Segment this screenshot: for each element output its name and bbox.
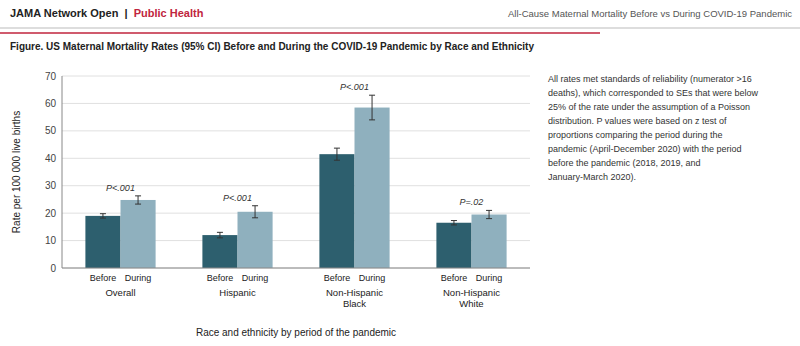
y-tick-label: 20 <box>45 208 57 219</box>
series-label: During <box>242 273 269 283</box>
separator <box>0 28 800 29</box>
bar <box>472 215 507 268</box>
grid-line <box>62 103 530 104</box>
y-tick-label: 50 <box>45 125 57 136</box>
bar <box>202 235 237 268</box>
grid-line <box>62 76 530 77</box>
header-right: All-Cause Maternal Mortality Before vs D… <box>508 8 792 19</box>
error-bar <box>135 196 141 204</box>
header-highlight: Public Health <box>134 7 204 19</box>
p-value: P<.001 <box>223 193 252 203</box>
error-bar <box>217 232 223 237</box>
bar <box>355 108 390 268</box>
y-tick-label: 30 <box>45 180 57 191</box>
bar <box>85 216 120 268</box>
grid <box>62 76 530 268</box>
y-axis <box>62 76 63 268</box>
x-axis <box>62 268 530 269</box>
category-label: Hispanic <box>219 287 256 298</box>
y-axis-label: Rate per 100 000 live births <box>11 111 22 233</box>
p-value: P=.02 <box>460 197 484 207</box>
error-bar <box>252 206 258 218</box>
y-tick-label: 60 <box>45 98 57 109</box>
bars <box>85 95 506 268</box>
series-label: Before <box>441 273 468 283</box>
y-tick-label: 0 <box>50 263 56 274</box>
series-label: Before <box>207 273 234 283</box>
separator <box>0 32 600 34</box>
error-bar <box>334 148 340 160</box>
grid-line <box>62 268 530 269</box>
y-tick-label: 40 <box>45 153 57 164</box>
error-bar <box>486 210 492 218</box>
category-label: Non-HispanicBlack <box>326 287 383 309</box>
y-tick-label: 10 <box>45 235 57 246</box>
header-left: JAMA Network Open | <box>10 7 134 19</box>
grid-line <box>62 158 530 159</box>
bar <box>319 154 354 268</box>
p-value: P<.001 <box>106 183 135 193</box>
bar <box>238 212 273 268</box>
annotation: All rates met standards of reliability (… <box>548 74 759 182</box>
series-label: Before <box>90 273 117 283</box>
error-bar <box>451 221 457 225</box>
bar <box>436 223 471 268</box>
error-bar <box>369 95 375 120</box>
error-bar <box>100 214 106 218</box>
series-label: Before <box>324 273 351 283</box>
title: Figure. US Maternal Mortality Rates (95%… <box>10 41 534 52</box>
chart: JAMA Network Open | Public Health All-Cau… <box>0 0 800 346</box>
series-label: During <box>476 273 503 283</box>
category-label: Non-HispanicWhite <box>443 287 500 309</box>
series-label: During <box>359 273 386 283</box>
category-label: Overall <box>105 287 135 298</box>
grid-line <box>62 130 530 131</box>
y-tick-label: 70 <box>45 71 57 82</box>
bar <box>121 200 156 268</box>
series-label: During <box>125 273 152 283</box>
p-value: P<.001 <box>340 82 369 92</box>
x-axis-label: Race and ethnicity by period of the pand… <box>196 327 396 338</box>
